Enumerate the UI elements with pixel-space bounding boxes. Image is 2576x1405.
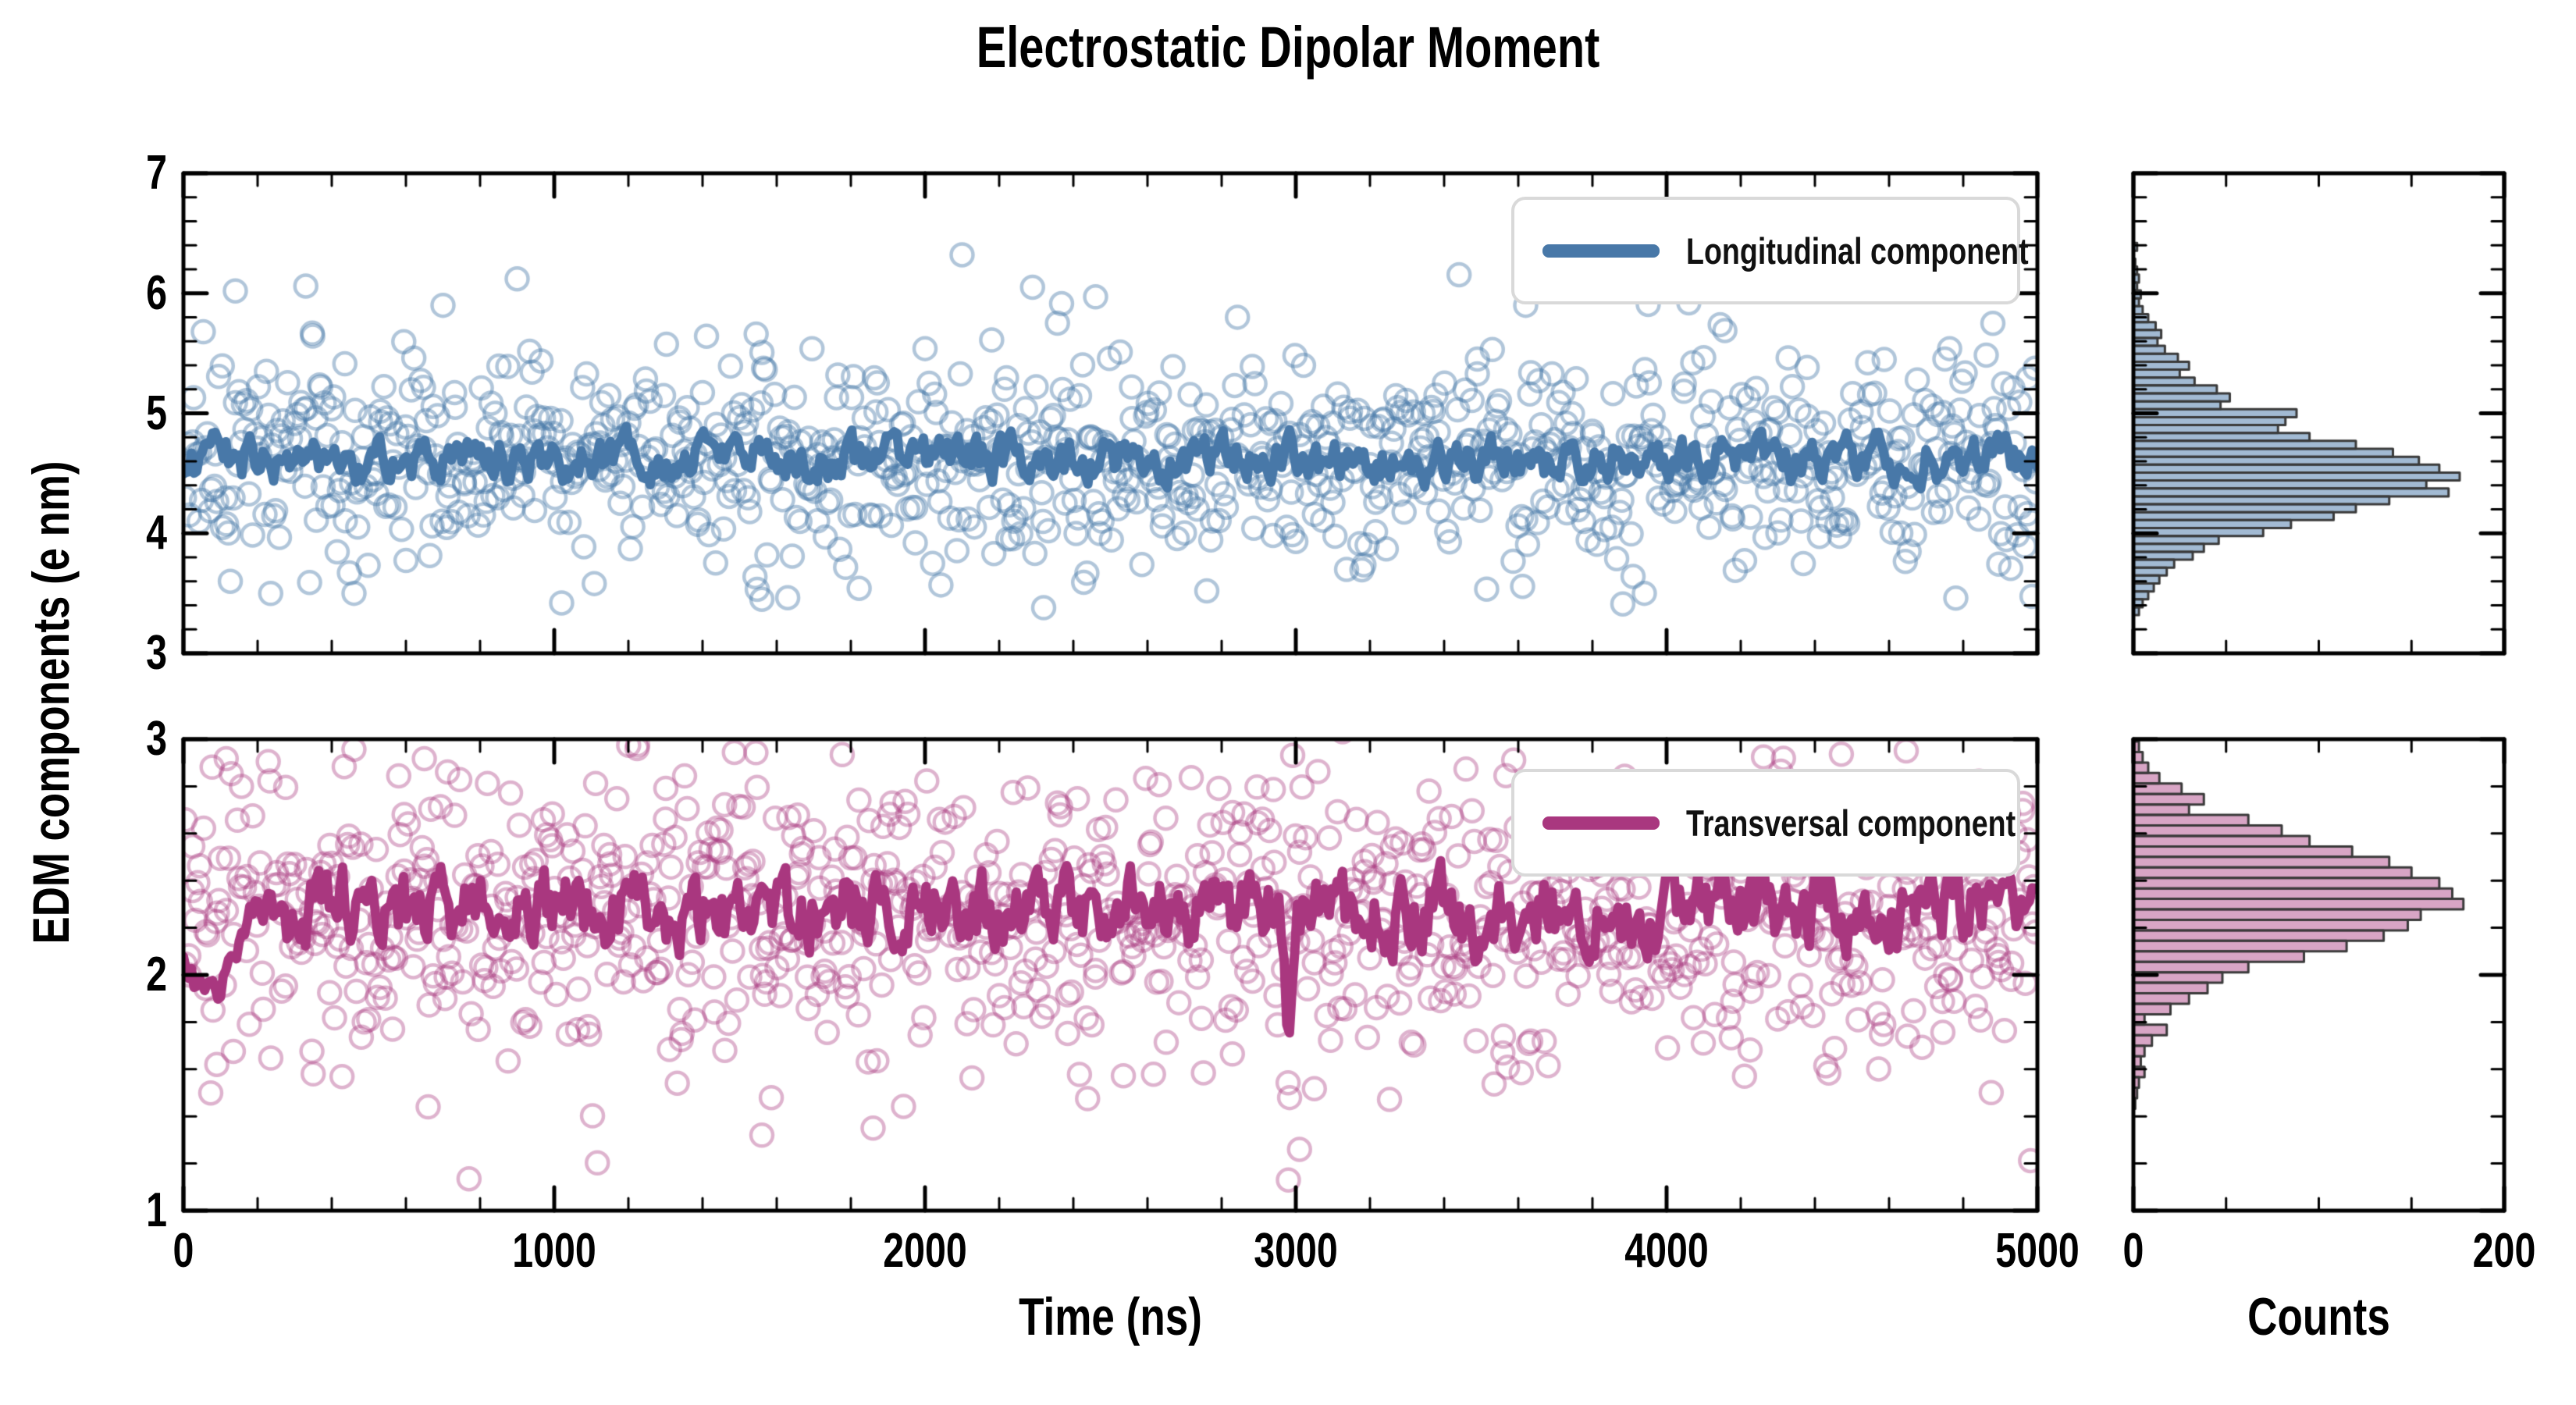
legend-swatch-longitudinal-icon [1542,244,1660,258]
y-tick-label: 3 [146,626,167,680]
counts-tick-label: 0 [2122,1224,2144,1278]
x-tick-label: 4000 [1624,1224,1709,1278]
x-tick-label: 2000 [883,1224,967,1278]
legend-label-transversal: Transversal component [1686,802,2016,844]
x-axis-label-counts: Counts [2247,1287,2390,1346]
x-axis-label-time: Time (ns) [1019,1287,1202,1346]
legend-label-longitudinal: Longitudinal component [1686,229,2029,272]
y-tick-label: 6 [146,265,167,320]
y-tick-label: 7 [146,146,167,200]
x-tick-label: 0 [173,1224,194,1278]
x-tick-label: 5000 [1995,1224,2080,1278]
y-tick-label: 4 [146,506,167,560]
legend-swatch-transversal-icon [1542,816,1660,830]
y-tick-label: 2 [146,948,167,1001]
y-tick-label: 3 [146,712,167,766]
x-tick-label: 3000 [1254,1224,1338,1278]
legend-transversal: Transversal component [1511,769,2020,877]
y-tick-label: 5 [146,386,167,440]
y-axis-label: EDM components (e nm) [22,461,80,944]
x-tick-label: 1000 [512,1224,596,1278]
legend-longitudinal: Longitudinal component [1511,197,2029,304]
y-tick-label: 1 [146,1183,167,1237]
chart-title: Electrostatic Dipolar Moment [976,15,1600,80]
counts-tick-label: 200 [2472,1224,2536,1278]
